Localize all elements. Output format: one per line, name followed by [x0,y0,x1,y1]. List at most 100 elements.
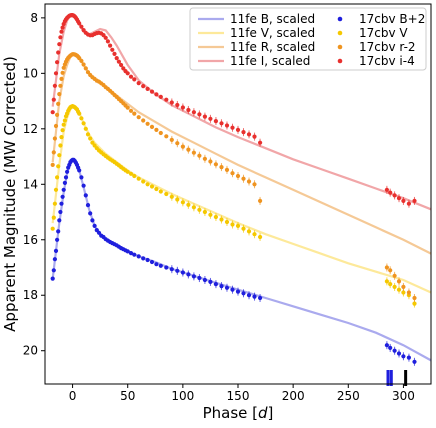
data-point-2 [235,173,241,179]
data-point-3 [169,100,174,105]
data-point-1 [186,202,191,207]
data-point-3 [246,132,252,137]
data-points-layer [50,13,417,366]
data-point-3 [141,84,146,89]
data-point-0 [252,294,257,299]
data-point-3 [230,125,235,130]
data-point-2 [58,83,63,88]
spectra-markers-layer [386,370,408,386]
data-point-2 [197,153,202,158]
data-point-3 [401,198,406,203]
data-point-1 [79,116,84,121]
data-point-1 [128,171,134,176]
data-point-2 [412,295,417,301]
data-point-0 [77,168,82,173]
data-point-1 [50,226,55,231]
data-point-1 [388,282,393,287]
data-point-1 [136,176,141,181]
data-point-1 [58,143,63,148]
data-point-0 [132,252,137,257]
data-point-0 [125,249,130,254]
data-point-1 [246,229,252,234]
legend-swatch [337,16,343,22]
data-point-2 [61,65,66,70]
data-point-0 [202,277,207,283]
data-point-1 [81,121,86,126]
data-point-1 [52,201,58,206]
data-point-3 [50,110,55,115]
y-axis: 8 10 12 14 16 18 20 [23,11,45,358]
data-point-2 [388,268,393,273]
data-point-2 [59,76,64,81]
data-point-0 [149,259,155,265]
data-point-0 [241,291,246,296]
data-point-2 [213,162,218,167]
data-point-3 [406,201,411,206]
data-point-3 [412,198,417,203]
legend-label: 11fe V, scaled [230,26,315,40]
data-point-3 [224,123,230,128]
data-point-2 [202,156,207,161]
data-point-0 [51,268,56,273]
data-point-1 [132,173,137,179]
data-point-1 [180,200,185,205]
data-point-0 [61,187,66,192]
data-point-3 [114,56,119,61]
data-point-3 [145,86,150,91]
data-point-0 [213,282,218,287]
data-point-3 [258,140,263,145]
data-point-0 [412,359,417,364]
data-point-2 [51,150,56,155]
y-tick-label: 10 [23,66,38,80]
data-point-1 [235,223,241,228]
legend-swatch [337,30,343,36]
data-point-3 [77,21,82,26]
data-point-1 [149,184,155,189]
x-tick-label: 0 [69,389,77,403]
x-tick-label: 150 [227,389,250,403]
data-point-0 [406,355,411,360]
data-point-3 [392,193,397,198]
legend-swatch [337,58,343,64]
data-point-2 [241,176,246,181]
data-point-2 [83,66,88,71]
legend-label: 17cbv r-2 [359,40,416,54]
data-point-1 [202,209,207,215]
data-point-3 [52,83,58,88]
data-point-2 [128,108,134,113]
data-point-2 [219,165,224,170]
data-point-2 [56,101,61,106]
data-point-2 [186,147,191,152]
data-point-0 [154,262,159,267]
data-point-2 [392,273,397,278]
data-point-0 [401,354,406,359]
data-point-3 [241,130,246,135]
data-point-0 [58,209,63,215]
data-point-2 [125,105,130,110]
x-tick-label: 300 [392,389,415,403]
legend-label: 17cbv V [359,26,408,40]
data-point-2 [132,111,137,116]
data-point-2 [191,150,196,155]
data-point-0 [180,270,185,275]
data-point-3 [136,81,141,86]
data-point-0 [50,276,55,281]
data-point-2 [57,92,62,97]
data-point-0 [158,263,163,268]
data-point-3 [79,24,84,29]
data-point-0 [56,229,61,234]
data-point-0 [90,218,95,223]
data-point-3 [154,92,159,97]
data-point-1 [258,234,263,240]
data-point-3 [384,187,389,192]
data-point-1 [77,111,82,116]
data-point-2 [230,171,235,176]
data-point-3 [175,102,180,108]
data-point-1 [53,187,59,192]
data-point-2 [246,179,252,184]
data-point-0 [191,274,196,279]
data-point-2 [169,137,174,142]
data-point-3 [208,116,213,121]
data-point-0 [230,287,235,292]
data-point-0 [258,295,263,301]
